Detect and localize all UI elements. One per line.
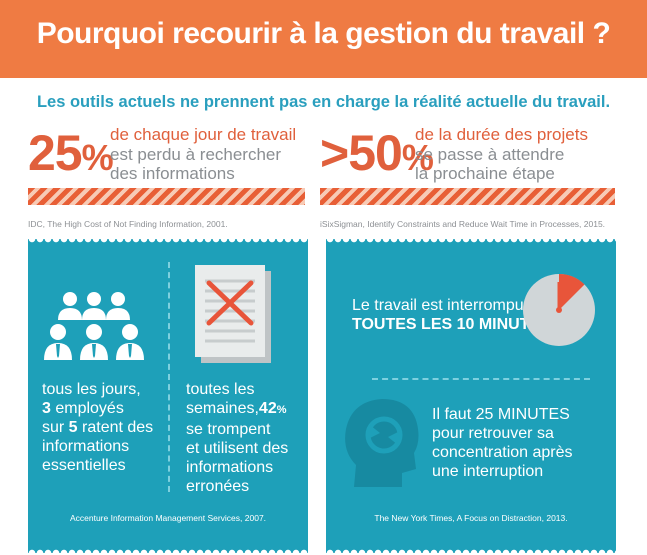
panel-right-bottom-edge: [326, 545, 616, 553]
stat-left-percent: %: [81, 137, 114, 178]
stat-right-number: >50: [320, 125, 403, 181]
col2-number-42: 42: [258, 400, 277, 417]
block1-line-2: TOUTES LES 10 MINUTES: [352, 315, 551, 334]
stat-right-stripe: [320, 188, 615, 205]
stat-right-line-2: se passe à attendre: [415, 145, 565, 164]
stat-left-line-3: des informations: [110, 164, 235, 183]
page-title: Pourquoi recourir à la gestion du travai…: [36, 17, 611, 50]
stat-right-line-3: la prochaine étape: [415, 164, 555, 183]
crossed-document-icon: [195, 265, 271, 363]
col2-line-3: se trompent: [186, 421, 271, 438]
col1-employes: employés: [50, 400, 124, 417]
block2-line-4: une interruption: [432, 463, 544, 480]
block2-line-1: Il faut 25 MINUTES: [432, 406, 570, 423]
block2-line-3: concentration après: [432, 444, 573, 461]
stat-right-line-1: de la durée des projets: [415, 125, 588, 144]
block2-line-2: pour retrouver sa: [432, 425, 554, 442]
col1-line-5: essentielles: [42, 457, 126, 474]
col1-line-4: informations: [42, 438, 130, 455]
col1-line-2: 3 employés: [42, 399, 153, 418]
col2-line-6: erronées: [186, 478, 250, 495]
panel-right-top-edge: [326, 239, 616, 247]
col1-number-3: 3: [42, 400, 51, 417]
panel-left-source: Accenture Information Management Service…: [69, 513, 267, 523]
people-group-icon: [44, 292, 144, 360]
panel-right-divider: [372, 378, 590, 380]
title-banner: [0, 0, 647, 78]
col2-percent: %: [276, 404, 287, 416]
stat-left-figure: 25%: [28, 125, 114, 183]
col2-line-1: toutes les: [186, 381, 255, 398]
stat-left-number: 25: [28, 125, 83, 181]
col1-sur: sur: [42, 419, 69, 436]
panel-right-source: The New York Times, A Focus on Distracti…: [374, 513, 568, 523]
block1-highlight: TOUTES LES 10 MINUTES: [352, 316, 551, 333]
col2-line-4: et utilisent des: [186, 440, 289, 457]
block1-line-1: Le travail est interrompu: [352, 297, 524, 314]
col2-line-5: informations: [186, 459, 274, 476]
col1-number-5: 5: [68, 419, 78, 436]
col1-ratent: ratent des: [77, 419, 154, 436]
subtitle: Les outils actuels ne prennent pas en ch…: [36, 93, 611, 111]
panel-left-col2-text: toutes les semaines,42% se trompent et u…: [186, 380, 288, 496]
stat-left-line-1: de chaque jour de travail: [110, 125, 297, 144]
stat-left-stripe: [28, 188, 305, 205]
col2-line-2: semaines,42%: [186, 399, 288, 420]
col2-semaines: semaines,: [186, 400, 259, 417]
panel-left-top-edge: [28, 239, 308, 247]
head-refresh-icon: [345, 399, 419, 487]
panel-left-bottom-edge: [28, 545, 308, 553]
stat-right-source: iSixSigman, Identify Constraints and Red…: [320, 219, 606, 229]
panel-right-block1: Le travail est interrompu TOUTES LES 10 …: [352, 296, 551, 334]
clock-icon: [523, 273, 595, 346]
col1-line-3: sur 5 ratent des: [42, 418, 153, 437]
col1-line-1: tous les jours,: [42, 381, 141, 398]
stat-right-percent: %: [401, 137, 434, 178]
stat-right-figure: >50%: [320, 125, 434, 183]
stat-left-source: IDC, The High Cost of Not Finding Inform…: [28, 219, 228, 229]
panel-left-col1-text: tous les jours, 3 employés sur 5 ratent …: [42, 380, 153, 475]
panel-left-divider: [168, 262, 170, 492]
panel-right-block2: Il faut 25 MINUTES pour retrouver sa con…: [432, 405, 573, 481]
stat-left-line-2: est perdu à rechercher: [110, 145, 282, 164]
